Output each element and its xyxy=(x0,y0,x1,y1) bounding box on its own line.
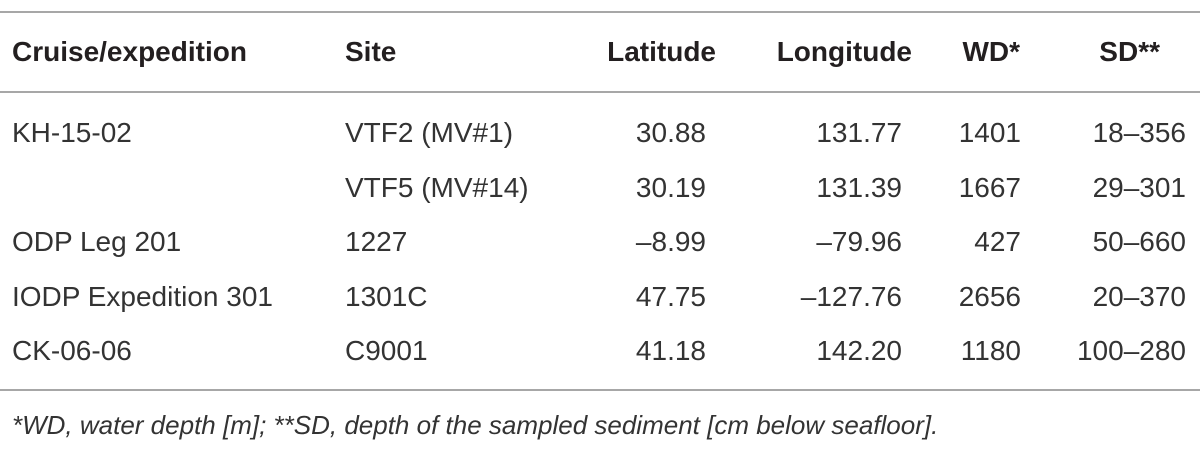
table-cell: 2656 xyxy=(958,280,1021,312)
table-cell: CK-06-06 xyxy=(12,335,132,366)
header-cell: Site xyxy=(345,36,397,67)
table-cell: 41.18 xyxy=(635,335,706,366)
header-cell: Longitude xyxy=(776,36,912,67)
table-cell: ODP Leg 201 xyxy=(12,226,182,257)
table-cell: 18–356 xyxy=(1092,117,1186,148)
table-cell: 47.75 xyxy=(635,280,706,312)
table-cell: 142.20 xyxy=(816,335,902,366)
bottom-rule xyxy=(0,389,1200,391)
footnote: *WD, water depth [m]; **SD, depth of the… xyxy=(12,410,939,440)
table-cell: C9001 xyxy=(345,335,428,366)
table-cell: 20–370 xyxy=(1092,280,1186,312)
table-cell: 29–301 xyxy=(1092,171,1186,203)
table-cell: KH-15-02 xyxy=(12,117,132,148)
table-cell: 427 xyxy=(974,226,1021,257)
table-cell: –8.99 xyxy=(635,226,706,257)
table-cell: 1180 xyxy=(960,335,1021,366)
table-cell: 30.19 xyxy=(635,171,706,203)
table-cell: 1667 xyxy=(958,171,1021,203)
table-cell: –127.76 xyxy=(800,280,902,312)
header-cell: SD** xyxy=(1099,36,1160,67)
table-cell: 1301C xyxy=(345,280,428,312)
table-cell: 1227 xyxy=(345,226,408,257)
table-cell: 50–660 xyxy=(1092,226,1186,257)
table-cell: –79.96 xyxy=(816,226,902,257)
table-cell: 100–280 xyxy=(1076,335,1186,366)
table-cell: VTF5 (MV#14) xyxy=(345,171,529,203)
top-rule xyxy=(0,11,1200,13)
header-rule xyxy=(0,91,1200,93)
table-cell: VTF2 (MV#1) xyxy=(345,117,514,148)
header-cell: Cruise/expedition xyxy=(12,36,247,67)
table-cell: 30.88 xyxy=(635,117,706,148)
table-cell: 131.39 xyxy=(816,171,902,203)
table-cell: 1401 xyxy=(958,117,1021,148)
table-cell: 131.77 xyxy=(816,117,902,148)
table-cell: IODP Expedition 301 xyxy=(12,280,273,312)
header-cell: WD* xyxy=(962,36,1020,67)
header-cell: Latitude xyxy=(607,36,716,67)
